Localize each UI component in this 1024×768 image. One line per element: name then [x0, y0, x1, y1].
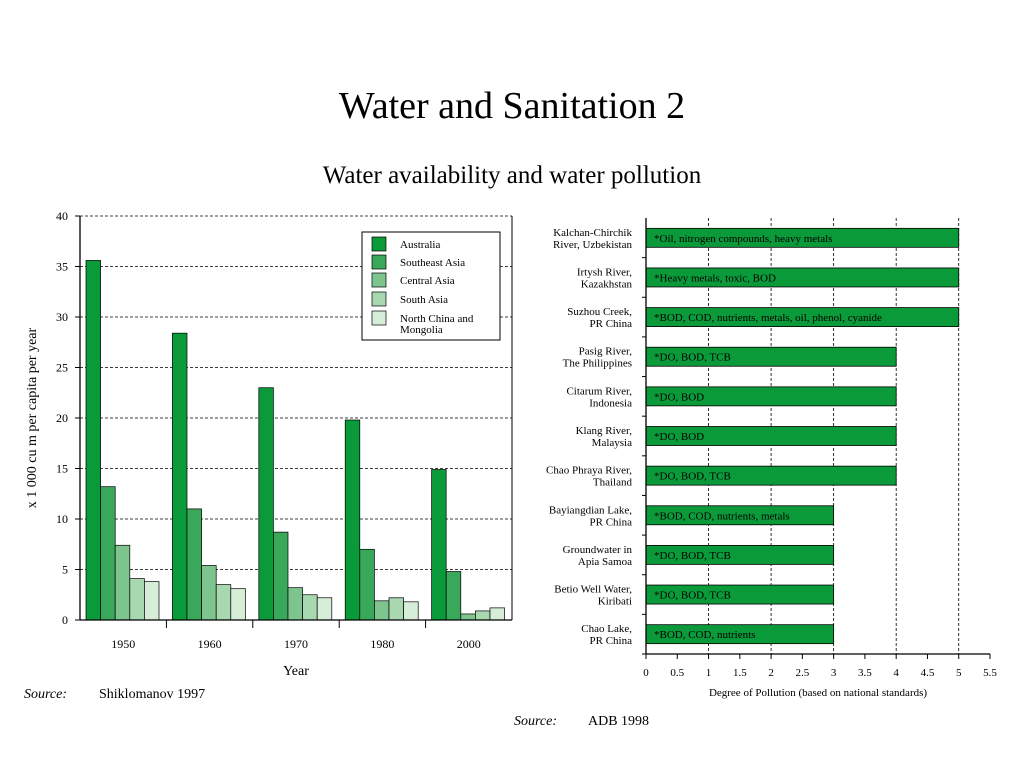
y-tick-label: 20	[56, 411, 68, 425]
category-label: Irtysh River,	[577, 266, 632, 278]
x-tick-label: 4.5	[921, 667, 935, 679]
bar-annotation: *BOD, COD, nutrients, metals, oil, pheno…	[654, 312, 882, 324]
legend-swatch	[371, 254, 387, 270]
left-source-text: Shiklomanov 1997	[99, 687, 206, 702]
y-tick-label: 40	[56, 209, 68, 223]
y-tick-label: 15	[56, 462, 68, 476]
right-source: Source: ADB 1998	[514, 714, 649, 730]
x-axis-title: Degree of Pollution (based on national s…	[709, 687, 927, 699]
category-label-cont: Kazakhstan	[581, 278, 633, 290]
bar-annotation: *BOD, COD, nutrients	[654, 629, 755, 641]
x-tick-label: 1980	[370, 637, 394, 651]
y-tick-label: 0	[62, 613, 68, 627]
y-axis-title: x 1 000 cu m per capita per year	[25, 327, 40, 508]
x-tick-label: 1950	[111, 637, 135, 651]
category-label: Chao Lake,	[581, 623, 632, 635]
x-tick-label: 3	[831, 667, 837, 679]
y-tick-label: 30	[56, 310, 68, 324]
x-tick-label: 0	[643, 667, 649, 679]
bar-annotation: *BOD, COD, nutrients, metals	[654, 510, 790, 522]
category-label: Klang River,	[576, 425, 633, 437]
x-tick-label: 5	[956, 667, 962, 679]
x-tick-label: 5.5	[983, 667, 997, 679]
y-tick-label: 5	[62, 563, 68, 577]
right-source-text: ADB 1998	[588, 714, 650, 729]
category-label-cont: PR China	[590, 516, 633, 528]
legend-swatch	[371, 291, 387, 307]
y-tick-label: 25	[56, 361, 68, 375]
bar-annotation: *DO, BOD, TCB	[654, 352, 731, 364]
category-label: Betio Well Water,	[554, 584, 632, 596]
left-source-label: Source:	[24, 687, 68, 702]
category-label-cont: PR China	[590, 318, 633, 330]
bar-annotation: *DO, BOD, TCB	[654, 590, 731, 602]
legend-label: Southeast Asia	[400, 257, 465, 269]
right-source-label: Source:	[514, 714, 558, 729]
category-label: Suzhou Creek,	[567, 306, 632, 318]
legend: Australia Southeast Asia Central Asia South…	[361, 231, 501, 341]
legend-label-cont: Mongolia	[400, 324, 443, 336]
slide-subtitle: Water availability and water pollution	[322, 162, 702, 189]
category-label-cont: Indonesia	[589, 397, 632, 409]
slide-title: Water and Sanitation 2	[338, 85, 686, 127]
legend-swatch	[371, 310, 387, 326]
category-label: Groundwater in	[563, 544, 633, 556]
category-label-cont: The Philippines	[563, 358, 632, 370]
category-label: Bayiangdian Lake,	[549, 504, 632, 516]
bar-annotation: *DO, BOD, TCB	[654, 471, 731, 483]
bar-annotation: *Heavy metals, toxic, BOD	[654, 272, 776, 284]
category-label-cont: PR China	[590, 635, 633, 647]
y-tick-label: 35	[56, 260, 68, 274]
y-tick-label: 10	[56, 512, 68, 526]
category-label: Citarum River,	[566, 385, 632, 397]
x-tick-label: 1.5	[733, 667, 747, 679]
x-tick-label: 4	[893, 667, 899, 679]
bar-annotation: *Oil, nitrogen compounds, heavy metals	[654, 233, 832, 245]
category-label-cont: Kiribati	[598, 596, 632, 608]
category-label-cont: Thailand	[593, 477, 633, 489]
bar-annotation: *DO, BOD, TCB	[654, 550, 731, 562]
category-label-cont: River, Uzbekistan	[553, 239, 632, 251]
bar-annotation: *DO, BOD	[654, 391, 704, 403]
category-label: Pasig River,	[579, 346, 633, 358]
x-tick-label: 3.5	[858, 667, 872, 679]
x-tick-label: 1960	[198, 637, 222, 651]
category-label-cont: Apia Samoa	[578, 556, 632, 568]
x-axis-title: Year	[283, 664, 309, 679]
bar-annotation: *DO, BOD	[654, 431, 704, 443]
category-label: Kalchan-Chirchik	[553, 227, 632, 239]
legend-label: Australia	[400, 239, 440, 251]
x-tick-label: 2	[768, 667, 774, 679]
x-tick-label: 1970	[284, 637, 308, 651]
legend-swatch	[371, 272, 387, 288]
legend-swatch	[371, 236, 387, 252]
legend-label: Central Asia	[400, 275, 455, 287]
x-tick-label: 2.5	[795, 667, 809, 679]
x-tick-label: 1	[706, 667, 712, 679]
category-label: Chao Phraya River,	[546, 465, 632, 477]
category-label-cont: Malaysia	[592, 437, 632, 449]
legend-label: South Asia	[400, 294, 448, 306]
legend-label: North China and	[400, 313, 474, 325]
x-tick-label: 0.5	[670, 667, 684, 679]
left-source: Source: Shiklomanov 1997	[24, 687, 205, 703]
x-tick-label: 2000	[457, 637, 481, 651]
